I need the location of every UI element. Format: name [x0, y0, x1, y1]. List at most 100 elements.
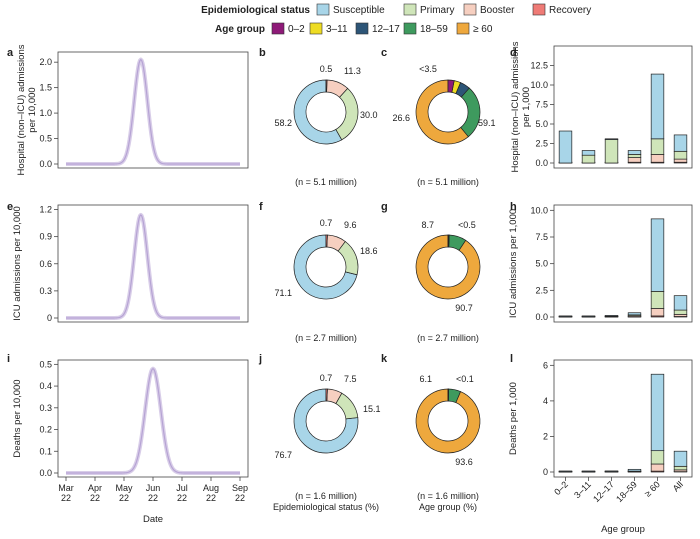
- sample-size-label: (n = 2.7 million): [295, 333, 357, 343]
- x-tick-label: ≥ 60: [643, 479, 662, 498]
- y-tick-label: 0.1: [39, 446, 52, 456]
- legend-label: ≥ 60: [473, 24, 493, 35]
- y-tick-label: 2.5: [535, 139, 548, 149]
- legend-label: 3–11: [326, 24, 348, 35]
- donut-label: 15.1: [363, 404, 381, 414]
- bar-segment: [558, 315, 573, 318]
- y-axis-label: ICU admissions per 1,000: [508, 209, 519, 318]
- donut-label: 59.1: [478, 118, 496, 128]
- bar-segment: [650, 373, 665, 452]
- legend-swatch: [271, 22, 285, 35]
- panel-label-d: d: [510, 47, 517, 59]
- bar-segment: [650, 308, 665, 317]
- donut-chart-g: 90.7 8.7 <0.5 (n = 2.7 million): [415, 220, 481, 343]
- sample-size-label: (n = 5.1 million): [417, 177, 479, 187]
- y-tick-label: 0.2: [39, 425, 52, 435]
- bar-segment: [650, 463, 665, 472]
- bar-segment: [604, 138, 619, 140]
- legend-swatch: [403, 3, 417, 16]
- donut-label: 30.0: [360, 110, 378, 120]
- series-line: [66, 214, 240, 319]
- bar-segment: [627, 150, 642, 155]
- bar-segment: [650, 138, 665, 155]
- bar-segment: [604, 315, 619, 317]
- x-tick-label: 22: [177, 493, 187, 503]
- y-tick-label: 6: [543, 360, 548, 370]
- donut-slice: [415, 234, 481, 300]
- legend-label: 0–2: [288, 24, 305, 35]
- donut-label: 7.5: [344, 374, 357, 384]
- y-axis-label: Hospital (non–ICU) admissionsper 10,000: [16, 44, 38, 175]
- bar-segment: [673, 465, 688, 471]
- y-axis-label-line: per 1,000: [521, 87, 532, 127]
- bar-chart-h: 0.0 2.5 5.0 7.5 10.0 ICU admissions per 1,000: [508, 204, 693, 323]
- plot-frame: [553, 204, 693, 323]
- donut-label: <0.1: [456, 374, 474, 384]
- x-tick-label: 22: [148, 493, 158, 503]
- bar-segment: [650, 154, 665, 163]
- panel-label-j: j: [258, 353, 262, 365]
- donut-label: 18.6: [360, 246, 378, 256]
- donut-slice: [293, 234, 358, 300]
- donut-chart-j: 76.7 15.1 7.5 0.7 (n = 1.6 million)Epidemiol…: [273, 373, 381, 512]
- panel-label-e: e: [7, 201, 13, 213]
- y-tick-label: 2.0: [39, 57, 52, 67]
- legend-swatch: [355, 22, 369, 35]
- panel-label-l: l: [510, 353, 513, 365]
- x-tick-label: 22: [206, 493, 216, 503]
- bar-segment: [627, 157, 642, 163]
- bar-segment: [581, 315, 596, 318]
- donut-chart-b: 58.2 30.0 11.3 0.5 (n = 5.1 million): [274, 64, 377, 187]
- donut-label: 26.6: [392, 113, 410, 123]
- bar-segment: [650, 450, 665, 465]
- y-tick-label: 10.0: [530, 80, 548, 90]
- y-tick-label: 0.0: [39, 159, 52, 169]
- bar-segment: [673, 150, 688, 160]
- bar-segment: [581, 154, 596, 164]
- y-tick-label: 2: [543, 431, 548, 441]
- legend-age-title: Age group: [215, 24, 265, 35]
- y-tick-label: 0: [543, 467, 548, 477]
- panel-label-f: f: [259, 201, 263, 213]
- donut-label: 6.1: [419, 374, 432, 384]
- bar-segment: [673, 134, 688, 152]
- legend-swatch: [456, 22, 470, 35]
- donut-label: 0.7: [320, 373, 333, 383]
- donut-slice: [325, 388, 328, 402]
- y-tick-label: 7.5: [535, 100, 548, 110]
- bar-segment: [558, 130, 573, 164]
- y-tick-label: 1.5: [39, 83, 52, 93]
- y-axis-label-line: per 10,000: [27, 87, 38, 132]
- plot-frame: [57, 51, 249, 169]
- legend-swatch: [532, 3, 546, 16]
- y-tick-label: 0.6: [39, 259, 52, 269]
- y-axis-label: ICU admissions per 10,000: [12, 206, 23, 321]
- bar-segment: [581, 470, 596, 473]
- donut-chart-k: 93.6 6.1 <0.1 (n = 1.6 million)Age group (%…: [415, 374, 481, 512]
- donut-label: 58.2: [274, 118, 292, 128]
- donut-label: 90.7: [455, 303, 473, 313]
- bar-segment: [673, 158, 688, 163]
- sample-size-label: (n = 1.6 million): [295, 491, 357, 501]
- sample-size-label: (n = 2.7 million): [417, 333, 479, 343]
- y-tick-label: 0.4: [39, 381, 52, 391]
- line-chart-e: 0 0.3 0.6 0.9 1.2 ICU admissions per 10,000: [12, 205, 249, 323]
- y-tick-label: 0.5: [39, 359, 52, 369]
- x-axis-label: Age group (%): [419, 502, 477, 512]
- y-tick-label: 7.5: [535, 232, 548, 242]
- x-tick-label: Jun: [146, 483, 161, 493]
- y-tick-label: 5.0: [535, 119, 548, 129]
- bar-segment: [673, 450, 688, 467]
- legend: Epidemiological status Susceptible Primar…: [201, 3, 591, 35]
- donut-label: 76.7: [274, 450, 292, 460]
- panel-label-h: h: [510, 201, 517, 213]
- y-tick-label: 0: [47, 313, 52, 323]
- bar-segment: [627, 312, 642, 316]
- bar-segment: [650, 291, 665, 309]
- legend-label: Susceptible: [333, 5, 385, 16]
